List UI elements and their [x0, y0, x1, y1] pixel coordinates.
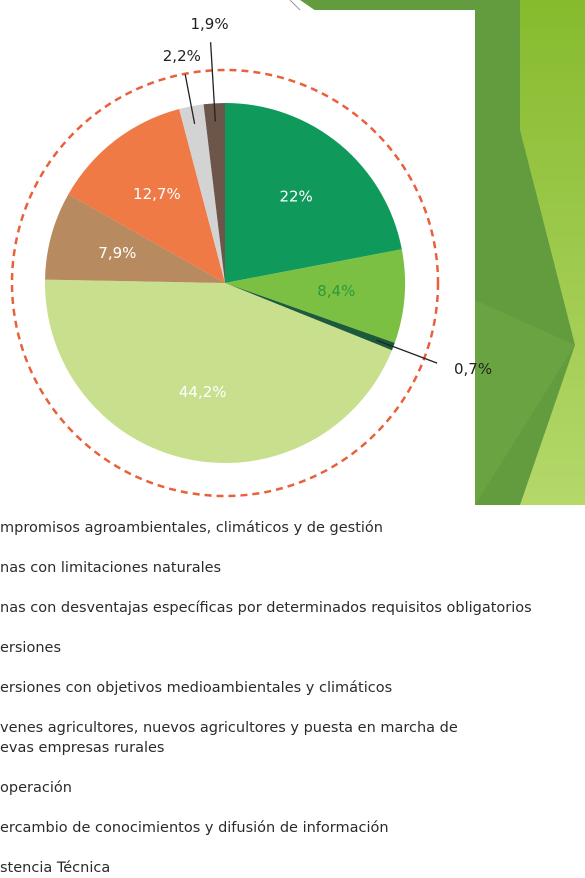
pie: 22% 8,4% 0,7% 44,2% 7,9% 12,7% 2,2% 1,9% [44, 15, 492, 464]
legend-entry: ersiones con objetivos medioambientales … [0, 680, 392, 696]
pie-slice [44, 279, 392, 464]
pie-slice [68, 108, 226, 284]
legend-entry: ercambio de conocimientos y difusión de … [0, 820, 389, 836]
pie-slice [45, 194, 225, 283]
legend-entry: nas con desventajas específicas por dete… [0, 600, 532, 616]
slice-label: 8,4% [317, 282, 355, 300]
slice-label: 1,9% [190, 15, 228, 33]
legend-entry: evas empresas rurales [0, 740, 164, 756]
legend-entry: mpromisos agroambientales, climáticos y … [0, 520, 383, 536]
legend-entry: stencia Técnica [0, 860, 110, 876]
dashed-ring [10, 68, 440, 498]
legend-entry: operación [0, 780, 72, 796]
slice-label: 22% [279, 188, 312, 206]
slice-label: 12,7% [133, 185, 181, 203]
legend-entry: nas con limitaciones naturales [0, 560, 221, 576]
leader-line [184, 74, 196, 124]
pie-slice [225, 103, 402, 283]
legend: mpromisos agroambientales, climáticos y … [0, 520, 532, 876]
pie-slice [225, 249, 405, 343]
slice-label: 44,2% [179, 383, 227, 401]
background-decoration [289, 0, 585, 505]
legend-entry: ersiones [0, 640, 61, 656]
leader-line [376, 339, 438, 364]
slice-label: 2,2% [163, 47, 201, 65]
pie-slice [203, 103, 225, 283]
legend-entry: venes agricultores, nuevos agricultores … [0, 720, 458, 736]
slice-label: 0,7% [454, 360, 492, 378]
pie-slice [225, 283, 395, 351]
pie-slice [179, 104, 225, 283]
slice-label: 7,9% [98, 244, 136, 262]
leader-line [209, 42, 216, 122]
